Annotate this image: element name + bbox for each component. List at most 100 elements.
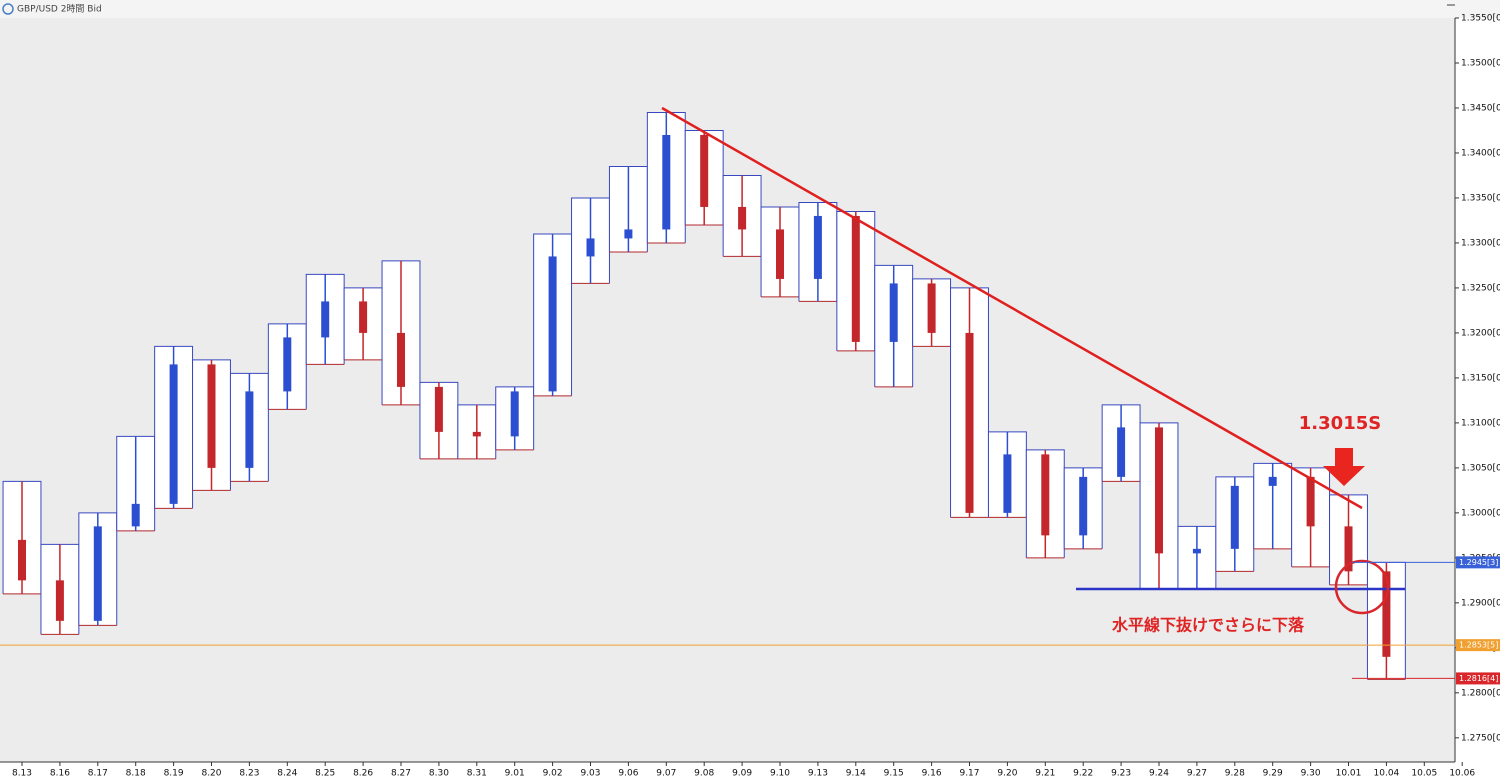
x-tick-label: 9.13 bbox=[808, 769, 828, 779]
x-tick-label: 8.18 bbox=[126, 769, 146, 779]
x-tick-label: 10.04 bbox=[1374, 769, 1400, 779]
candle-body bbox=[1117, 427, 1126, 477]
title-bar bbox=[0, 0, 1500, 18]
app-icon bbox=[2, 3, 14, 15]
x-tick-label: 9.14 bbox=[846, 769, 866, 779]
y-tick-label: 1.3400[0] bbox=[1461, 148, 1500, 158]
y-tick-label: 1.3450[0] bbox=[1461, 103, 1500, 113]
candle-body bbox=[813, 215, 822, 279]
candles bbox=[18, 112, 1391, 680]
break-circle bbox=[1334, 559, 1390, 615]
candle-body bbox=[1306, 476, 1315, 527]
candle-body bbox=[1230, 485, 1239, 549]
candle-body bbox=[851, 215, 860, 342]
x-tick-label: 8.16 bbox=[50, 769, 70, 779]
candle-body bbox=[434, 386, 443, 432]
x-tick-label: 8.24 bbox=[277, 769, 297, 779]
x-tick-label: 8.13 bbox=[12, 769, 32, 779]
y-tick-label: 1.3200[0] bbox=[1461, 328, 1500, 338]
y-tick-label: 1.3350[0] bbox=[1461, 193, 1500, 203]
y-tick-label: 1.3250[0] bbox=[1461, 283, 1500, 293]
trend-line bbox=[661, 106, 1363, 510]
x-tick-label: 9.27 bbox=[1187, 769, 1207, 779]
price-tag-label: 1.2853[5] bbox=[1459, 641, 1498, 650]
x-tick-label: 8.25 bbox=[315, 769, 335, 779]
candle-body bbox=[321, 301, 330, 338]
candle-body bbox=[93, 526, 102, 621]
x-tick-label: 9.16 bbox=[922, 769, 942, 779]
candle-body bbox=[586, 238, 595, 257]
candle-body bbox=[1155, 427, 1163, 554]
day-high-edge bbox=[950, 287, 989, 518]
x-tick-label: 8.23 bbox=[239, 769, 259, 779]
x-tick-label: 9.28 bbox=[1225, 769, 1245, 779]
candle-body bbox=[55, 580, 64, 621]
candle-body bbox=[700, 134, 709, 207]
candle-body bbox=[1079, 476, 1088, 536]
x-tick-label: 9.21 bbox=[1035, 769, 1055, 779]
candle-body bbox=[662, 134, 671, 230]
x-tick-label: 8.27 bbox=[391, 769, 411, 779]
x-tick-label: 8.26 bbox=[353, 769, 373, 779]
x-tick-label: 9.29 bbox=[1263, 769, 1283, 779]
price-tag bbox=[1456, 672, 1500, 685]
candle-body bbox=[510, 391, 519, 437]
candle-body bbox=[169, 364, 178, 504]
x-tick-label: 9.24 bbox=[1149, 769, 1169, 779]
candle-body bbox=[889, 283, 898, 342]
candle-body bbox=[548, 256, 557, 392]
x-tick-label: 9.10 bbox=[770, 769, 790, 779]
y-tick-label: 1.2800[0] bbox=[1461, 688, 1500, 698]
price-tag-label: 1.2945[3] bbox=[1459, 558, 1498, 567]
candle-body bbox=[738, 206, 747, 230]
x-tick-label: 8.19 bbox=[164, 769, 184, 779]
candle-body bbox=[359, 301, 368, 333]
candle-body bbox=[245, 391, 254, 468]
candle-body bbox=[1344, 526, 1353, 572]
x-tick-label: 8.31 bbox=[467, 769, 487, 779]
x-tick-label: 9.23 bbox=[1111, 769, 1131, 779]
candle-body bbox=[207, 364, 216, 468]
candle-body bbox=[397, 332, 405, 387]
candle-body bbox=[131, 503, 140, 527]
x-tick-label: 9.09 bbox=[732, 769, 752, 779]
price-tag bbox=[1456, 556, 1500, 569]
x-tick-label: 9.17 bbox=[959, 769, 979, 779]
sell-annotation: 1.3015S bbox=[1299, 413, 1381, 434]
x-tick-label: 8.17 bbox=[88, 769, 108, 779]
x-tick-label: 9.20 bbox=[997, 769, 1017, 779]
break-annotation: 水平線下抜けでさらに下落 bbox=[1112, 616, 1305, 635]
x-tick-label: 9.22 bbox=[1073, 769, 1093, 779]
x-tick-label: 10.06 bbox=[1449, 769, 1475, 779]
x-tick-label: 9.08 bbox=[694, 769, 714, 779]
y-axis-panel bbox=[1455, 18, 1500, 780]
candle-body bbox=[1041, 454, 1050, 536]
candle-body bbox=[927, 283, 936, 333]
x-tick-label: 9.06 bbox=[618, 769, 638, 779]
y-tick-label: 1.3300[0] bbox=[1461, 238, 1500, 248]
candle-body bbox=[965, 332, 974, 513]
candle-body bbox=[1003, 454, 1012, 513]
candle-body bbox=[1382, 571, 1391, 657]
day-high-edge bbox=[495, 386, 535, 450]
candle-body bbox=[18, 539, 26, 581]
x-tick-label: 9.07 bbox=[656, 769, 676, 779]
down-arrow bbox=[1323, 448, 1365, 486]
y-tick-label: 1.3500[0] bbox=[1461, 58, 1500, 68]
candle-body bbox=[283, 337, 292, 392]
x-tick-label: 9.15 bbox=[884, 769, 904, 779]
x-tick-label: 8.20 bbox=[201, 769, 221, 779]
y-tick-label: 1.3000[0] bbox=[1461, 508, 1500, 518]
candle-body bbox=[624, 229, 633, 239]
y-tick-label: 1.2900[0] bbox=[1461, 598, 1500, 608]
minimize-button[interactable] bbox=[1447, 4, 1455, 6]
price-tag-label: 1.2816[4] bbox=[1459, 674, 1498, 683]
y-tick-label: 1.3150[0] bbox=[1461, 373, 1500, 383]
y-tick-label: 1.2750[0] bbox=[1461, 733, 1500, 743]
candle-body bbox=[1268, 476, 1277, 486]
candle-body bbox=[472, 431, 481, 437]
y-tick-label: 1.3050[0] bbox=[1461, 463, 1500, 473]
price-tag bbox=[1456, 639, 1500, 652]
